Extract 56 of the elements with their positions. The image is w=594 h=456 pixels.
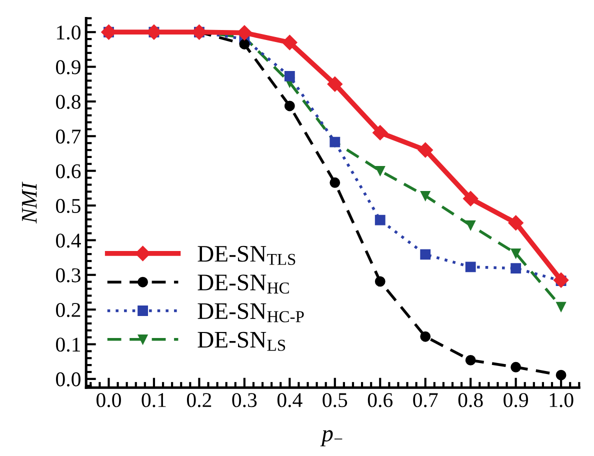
point [465,354,476,366]
point [372,125,388,140]
x-tick-label: 0.8 [458,393,483,408]
y-tick-label: 0.7 [56,130,81,144]
point [510,362,522,372]
y-tick-label: 0.5 [56,198,80,214]
point [284,100,295,112]
point [510,248,521,258]
legend-label: DE-SN$_{HC-P}$ [198,303,304,322]
x-tick-label: 0.3 [232,393,257,408]
point [463,191,478,206]
point [327,76,342,92]
legend-label: DE-SN$_{HC}$ [198,274,289,294]
point [510,263,522,274]
point [556,370,566,380]
y-tick-label: 1.0 [57,25,80,40]
point [282,34,298,50]
legend-label: DE-SN$_{TLS}$ [198,246,296,265]
x-tick-label: 0.7 [413,393,438,408]
x-tick-label: 0.5 [322,393,348,408]
x-tick-label: 0.4 [277,393,302,408]
y-tick-label: 0.1 [56,338,80,352]
point [374,214,386,226]
point [192,24,207,40]
point [553,272,569,288]
x-tick-label: 0.9 [504,393,528,408]
y-axis-title: NMI [22,182,37,224]
y-tick-label: 0.9 [56,60,80,74]
point [284,70,295,82]
x-axis-title: p$_{−}$ [320,430,342,446]
point [418,142,433,158]
x-tick-label: 0.2 [186,393,212,408]
x-tick-label: 0.1 [142,393,166,408]
x-tick-label: 1.0 [550,393,574,408]
point [420,249,431,260]
point [236,25,252,40]
y-tick-label: 0.2 [56,302,80,318]
point [330,177,340,188]
y-tick-label: 0.0 [56,372,80,386]
point [466,220,476,230]
point [239,39,250,50]
point [374,276,386,287]
point [420,331,431,342]
x-tick-label: 0.0 [96,393,121,408]
y-tick-label: 0.6 [56,164,81,178]
y-tick-label: 0.4 [56,234,81,248]
point [101,24,116,40]
legend-label: DE-SN$_{LS}$ [198,332,286,351]
x-tick-label: 0.6 [368,393,393,408]
y-tick-label: 0.3 [56,268,80,282]
point [465,262,476,272]
point [420,190,430,201]
y-tick-label: 0.8 [56,94,80,109]
point [556,302,566,312]
point [508,215,524,230]
point [375,166,385,176]
